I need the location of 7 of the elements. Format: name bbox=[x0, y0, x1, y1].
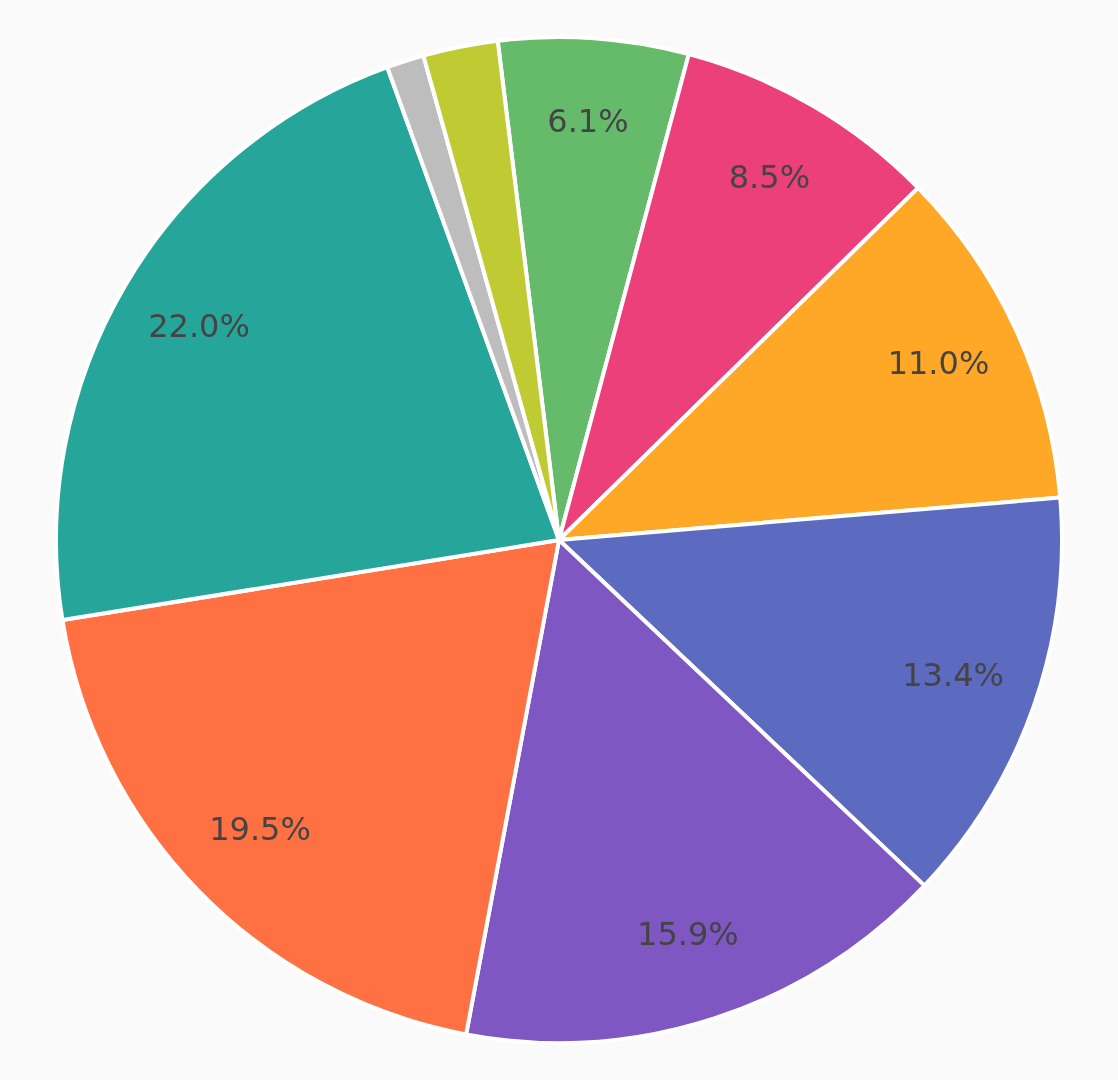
data-label: 15.9% bbox=[637, 915, 739, 954]
data-label: 6.1% bbox=[547, 101, 629, 140]
data-label: 11.0% bbox=[887, 344, 990, 383]
data-label: 19.5% bbox=[209, 809, 311, 848]
data-label: 13.4% bbox=[902, 656, 1004, 695]
data-label: 8.5% bbox=[728, 157, 811, 196]
data-label: 22.0% bbox=[148, 306, 250, 345]
